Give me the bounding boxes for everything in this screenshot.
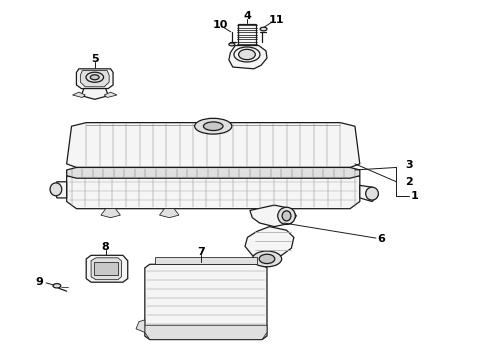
Polygon shape <box>67 123 360 167</box>
Ellipse shape <box>282 211 291 221</box>
Polygon shape <box>145 264 267 339</box>
Polygon shape <box>94 262 118 275</box>
Polygon shape <box>91 258 122 280</box>
Ellipse shape <box>90 75 99 80</box>
Ellipse shape <box>86 72 103 82</box>
Polygon shape <box>86 255 128 282</box>
Ellipse shape <box>203 122 223 131</box>
Text: 3: 3 <box>405 160 413 170</box>
Polygon shape <box>80 71 109 87</box>
Polygon shape <box>155 257 257 264</box>
Ellipse shape <box>366 187 378 200</box>
Polygon shape <box>250 205 296 226</box>
Ellipse shape <box>195 118 232 134</box>
Polygon shape <box>73 92 85 98</box>
Polygon shape <box>229 45 267 69</box>
Polygon shape <box>81 89 108 99</box>
Text: 10: 10 <box>213 20 228 30</box>
Text: 1: 1 <box>411 191 419 201</box>
Ellipse shape <box>53 284 61 288</box>
Text: 5: 5 <box>91 54 98 64</box>
Text: 6: 6 <box>377 234 385 244</box>
Polygon shape <box>238 24 256 45</box>
Ellipse shape <box>252 251 282 267</box>
Text: 11: 11 <box>269 15 285 26</box>
Polygon shape <box>76 69 113 89</box>
Text: 8: 8 <box>102 242 110 252</box>
Ellipse shape <box>229 43 235 46</box>
Text: 9: 9 <box>35 277 43 287</box>
Ellipse shape <box>239 49 255 60</box>
Ellipse shape <box>278 207 295 225</box>
Text: 7: 7 <box>197 247 205 257</box>
Polygon shape <box>67 167 360 178</box>
Text: 2: 2 <box>405 177 413 187</box>
Polygon shape <box>245 226 294 259</box>
Text: 4: 4 <box>243 11 251 21</box>
Ellipse shape <box>234 47 260 62</box>
Polygon shape <box>159 209 179 218</box>
Polygon shape <box>104 92 117 98</box>
Polygon shape <box>360 185 378 202</box>
Polygon shape <box>67 173 360 209</box>
Ellipse shape <box>260 27 267 31</box>
Polygon shape <box>54 182 67 198</box>
Ellipse shape <box>259 254 275 264</box>
Ellipse shape <box>50 183 62 196</box>
Polygon shape <box>145 325 267 339</box>
Polygon shape <box>136 320 145 332</box>
Polygon shape <box>101 209 121 218</box>
